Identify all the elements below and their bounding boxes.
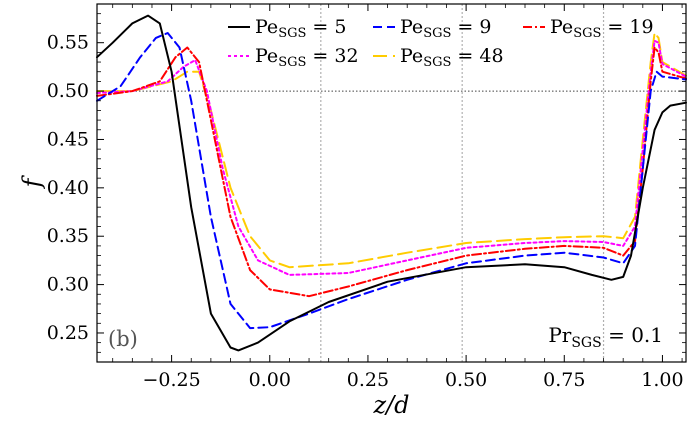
y-tick-label: 0.55 [47,32,89,54]
legend-label: PeSGS = 48 [400,45,504,70]
legend-label: PeSGS = 5 [255,16,346,41]
plot-frame [96,3,687,363]
data-series [96,14,687,352]
legend-label: PeSGS = 9 [400,16,491,41]
x-tick-label: 0.25 [347,369,389,391]
y-tick-label: 0.30 [47,274,89,296]
x-tick-label: 0.50 [445,369,487,391]
series-line [96,39,687,276]
prandtl-annotation-main: Pr [548,323,571,347]
y-tick-label: 0.35 [47,225,89,247]
series-line [96,32,687,330]
x-tick-label: 0.00 [249,369,291,391]
x-tick-label: 1.00 [641,369,683,391]
prandtl-annotation-sub: SGS [571,335,601,351]
series-line [96,46,687,298]
x-tick-label: 0.75 [543,369,585,391]
x-axis-label: z/d [372,391,409,419]
prandtl-annotation-value: = 0.1 [602,323,663,347]
y-tick-label: 0.40 [47,177,89,199]
legend-label: PeSGS = 32 [255,45,359,70]
series-line [96,32,687,269]
axis-ticks: −0.25 0.00 0.25 0.50 0.75 1.00 0.25 0.30 0.35 0.4… [47,4,686,391]
y-tick-label: 0.45 [47,128,89,150]
x-tick-label: −0.25 [142,369,200,391]
reference-lines [97,4,686,362]
y-tick-label: 0.50 [47,80,89,102]
series-line [96,14,687,352]
panel-label: (b) [108,327,138,351]
prandtl-annotation: PrSGS = 0.1 [548,323,663,351]
y-tick-label: 0.25 [47,322,89,344]
legend-label: PeSGS = 19 [550,16,654,41]
legend: PeSGS = 5 PeSGS = 9 PeSGS = 19 PeSGS = 32 Pe… [228,16,654,70]
